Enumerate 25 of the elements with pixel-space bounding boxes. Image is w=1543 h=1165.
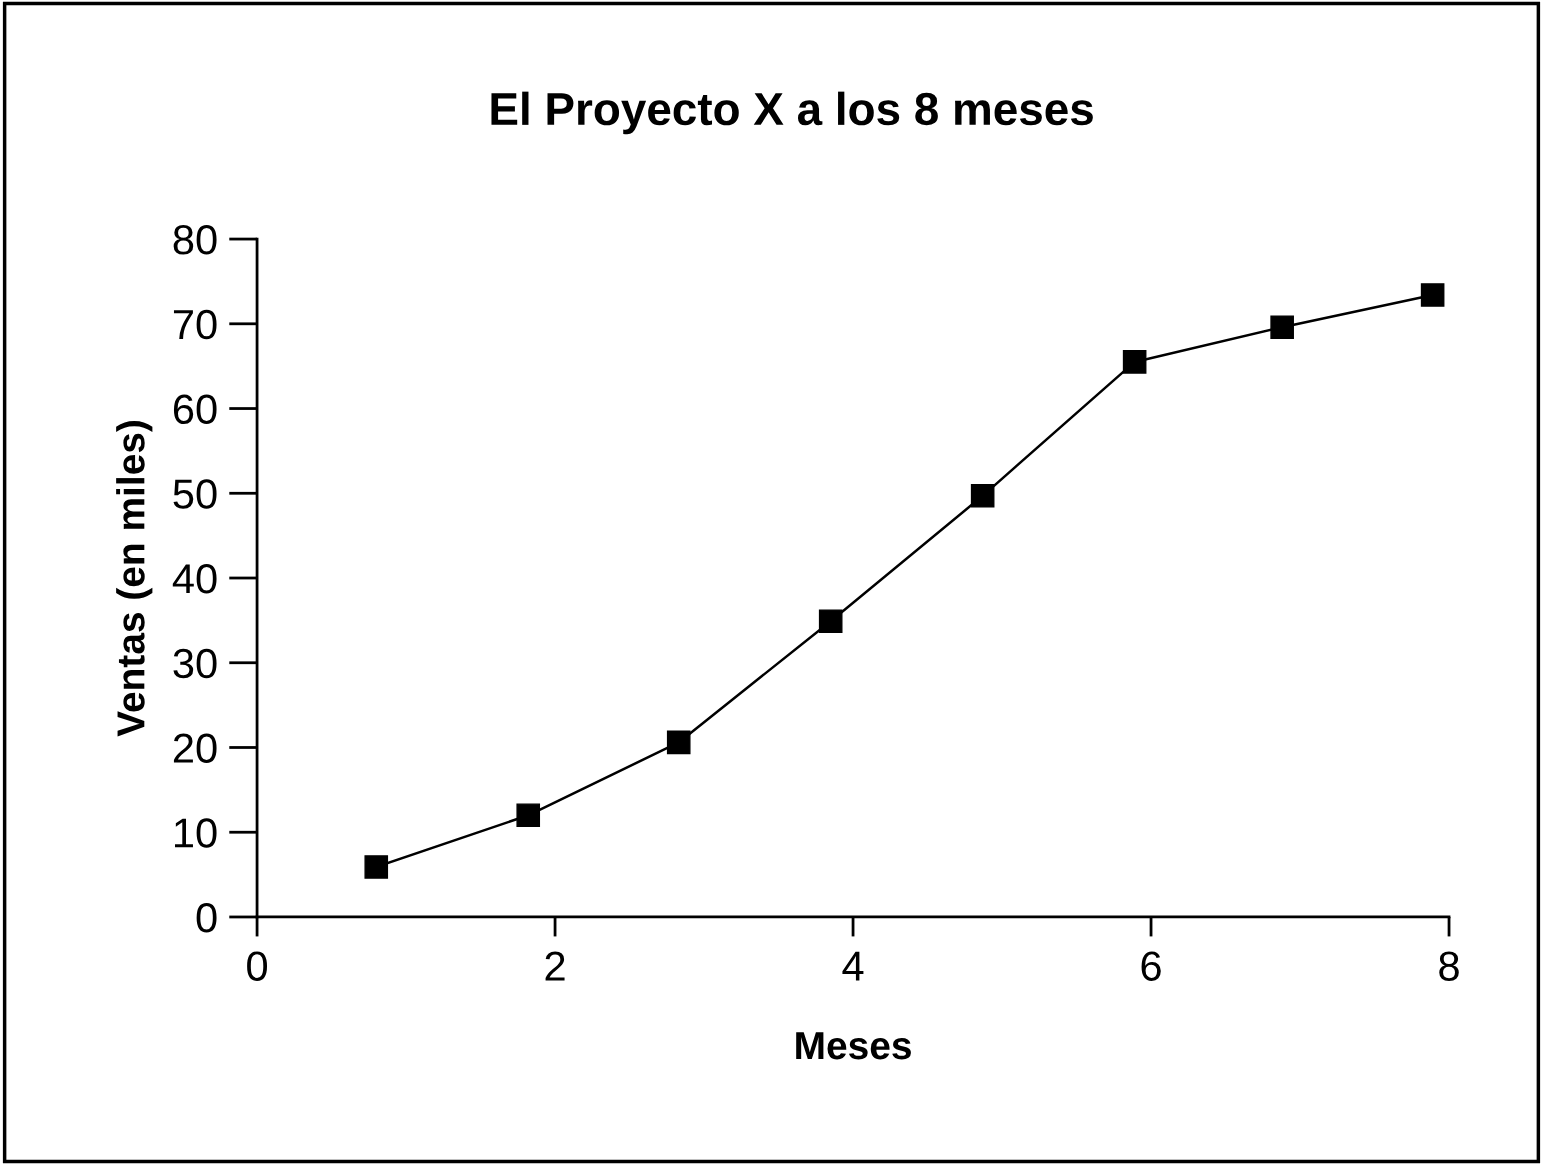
point [516,803,541,828]
y-tick-label: 50 [173,479,217,509]
chart-title: El Proyecto X a los 8 meses [491,91,1093,135]
point [364,855,389,879]
point [970,484,995,508]
point [1270,315,1294,339]
x-tick-label: 0 [247,951,268,981]
y-tick-label: 0 [196,902,217,933]
point [666,730,691,755]
x-axis-title: Meses [796,1032,911,1060]
y-axis-title: Ventas (en miles) [116,421,153,737]
y-tick-label: 60 [173,394,217,425]
y-tick-label: 80 [173,225,217,255]
x-tick-label: 2 [545,951,565,981]
point [1420,283,1445,307]
y-tick-label: 30 [173,648,217,679]
x-tick-label: 6 [1141,951,1161,981]
y-tick-label: 10 [175,818,217,848]
y-tick-label: 40 [172,564,217,594]
y-tick-label: 20 [173,733,217,763]
y-tick-label: 70 [173,309,217,340]
x-tick-label: 8 [1439,951,1459,981]
point [1122,350,1147,374]
x-tick-label: 4 [842,951,864,981]
point [818,609,843,634]
